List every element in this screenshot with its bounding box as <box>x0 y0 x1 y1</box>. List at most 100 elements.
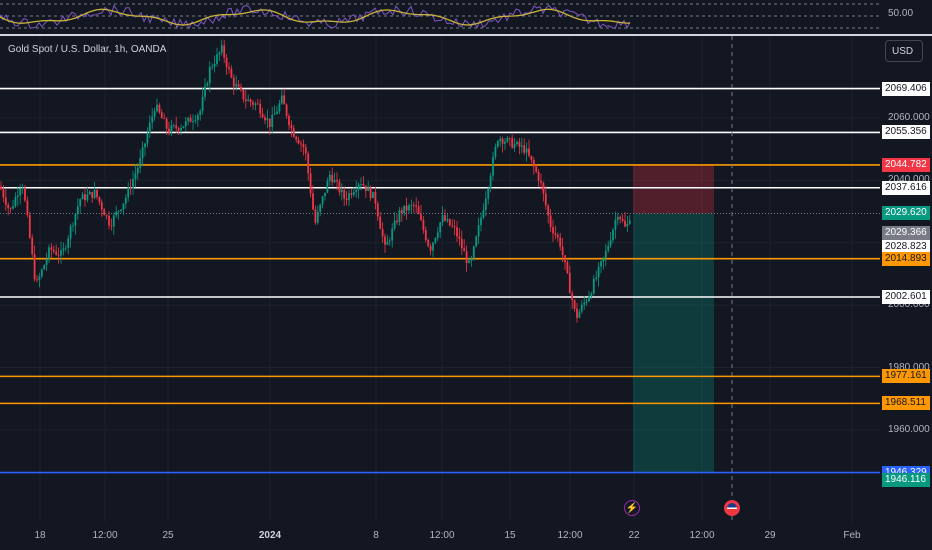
candle-body <box>19 188 22 196</box>
candle-body <box>525 148 528 153</box>
candle-body <box>244 99 247 102</box>
candle-body <box>444 215 446 221</box>
candle-body <box>168 128 170 133</box>
candle-body <box>110 225 113 227</box>
price-axis-tick: 1980.000 <box>888 361 930 373</box>
candle-body <box>163 118 166 120</box>
time-axis-label: Feb <box>843 530 861 541</box>
candle-body <box>559 237 562 247</box>
price-axis-tick: 2000.000 <box>888 299 930 311</box>
candle-body <box>585 301 588 303</box>
candle-body <box>288 115 290 126</box>
candle-body <box>595 277 598 279</box>
candle-body <box>453 226 456 228</box>
pane-separator[interactable] <box>0 34 932 36</box>
candle-body <box>24 187 26 201</box>
candle-body <box>84 194 86 201</box>
candle-body <box>12 206 14 209</box>
candle-body <box>523 145 526 153</box>
candle-body <box>120 209 122 212</box>
candle-body <box>247 99 250 102</box>
chart-title: Gold Spot / U.S. Dollar, 1h, OANDA <box>8 44 167 55</box>
candle-body <box>424 230 427 241</box>
candle-body <box>412 204 415 206</box>
candle-body <box>50 247 53 250</box>
stop-loss-zone[interactable] <box>633 165 714 214</box>
candle-body <box>434 237 437 243</box>
candle-body <box>88 191 91 195</box>
short-position-tool[interactable] <box>633 165 714 473</box>
price-label: 1946.116 <box>882 473 930 487</box>
candle-body <box>0 186 2 190</box>
candle-body <box>381 228 384 237</box>
candle-body <box>345 198 348 201</box>
candle-body <box>62 248 65 251</box>
candle-body <box>439 222 442 233</box>
candle-body <box>487 188 490 199</box>
candle-body <box>2 189 5 198</box>
candle-body <box>528 148 530 156</box>
candle-body <box>592 278 595 294</box>
candle-body <box>451 225 454 227</box>
candle-body <box>477 225 480 237</box>
candle-body <box>609 240 612 246</box>
price-label: 1977.161 <box>882 369 930 384</box>
candle-body <box>129 187 132 189</box>
candle-body <box>283 95 286 105</box>
candle-body <box>127 187 130 198</box>
lightning-event-icon[interactable]: ⚡ <box>624 500 640 516</box>
candle-body <box>566 262 569 273</box>
candle-body <box>96 189 98 198</box>
candle-body <box>372 191 374 199</box>
candle-body <box>588 296 590 302</box>
candle-body <box>492 156 494 176</box>
horizontal-lines[interactable] <box>0 87 880 474</box>
candle-body <box>628 220 631 224</box>
candle-body <box>220 45 223 53</box>
candle-body <box>69 226 72 239</box>
candle-body <box>67 238 70 248</box>
candle-body <box>232 77 235 87</box>
candle-body <box>290 125 293 129</box>
candle-body <box>400 210 403 214</box>
indicator-line-purple <box>0 4 631 30</box>
candle-body <box>612 229 614 241</box>
candle-body <box>540 180 542 183</box>
candle-body <box>38 276 41 281</box>
candle-body <box>211 66 214 68</box>
candle-body <box>52 249 55 252</box>
candle-body <box>33 254 36 280</box>
candle-body <box>136 167 139 174</box>
candle-body <box>81 194 84 200</box>
candle-body <box>614 220 617 230</box>
take-profit-zone[interactable] <box>633 213 714 473</box>
candle-body <box>564 255 566 263</box>
candle-body <box>256 103 259 105</box>
candle-body <box>213 64 216 67</box>
candle-body <box>549 215 552 228</box>
price-label: 2014.893 <box>882 251 930 266</box>
candle-body <box>496 141 499 147</box>
candle-body <box>103 209 106 216</box>
currency-button[interactable]: USD <box>885 40 923 62</box>
candle-body <box>619 216 622 220</box>
candle-body <box>158 104 161 113</box>
candle-body <box>268 118 271 127</box>
candle-body <box>28 215 31 238</box>
us-flag-event-icon[interactable] <box>724 500 740 516</box>
candle-body <box>141 147 144 159</box>
candle-body <box>408 205 410 211</box>
candle-body <box>91 191 94 198</box>
candle-body <box>144 143 146 148</box>
candle-body <box>374 191 377 204</box>
candle-body <box>307 153 310 174</box>
candle-body <box>172 125 175 126</box>
candle-body <box>309 173 312 194</box>
candle-body <box>386 241 389 245</box>
candle-body <box>396 220 398 223</box>
candle-body <box>600 261 602 267</box>
price-label: 2029.366 <box>882 226 930 240</box>
candle-body <box>547 205 550 216</box>
candle-body <box>93 189 96 198</box>
